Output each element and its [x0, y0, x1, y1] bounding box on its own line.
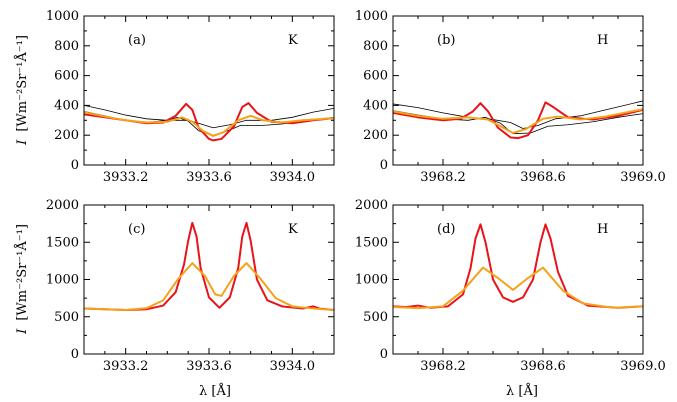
y-tick-label: 2000 — [355, 198, 388, 213]
series-group — [84, 102, 334, 142]
y-tick-label: 1000 — [355, 9, 388, 24]
panel-label: (d) — [437, 222, 455, 237]
panel-label: (c) — [128, 222, 145, 237]
ylabel-top-symbol: I — [15, 139, 30, 146]
series-line-orange — [393, 266, 643, 310]
y-tick-label: 200 — [363, 128, 388, 143]
y-tick-label: 1000 — [355, 273, 388, 288]
y-tick-label: 800 — [54, 39, 79, 54]
series-line-black — [393, 110, 643, 135]
panel-c: 3933.2 3933.6 3934.0 0 500 1000 1500 2000 (c) K — [46, 198, 335, 374]
spectral-line-label: H — [597, 222, 608, 237]
x-tick-label: 3933.6 — [186, 359, 232, 374]
panel-b: 3968.2 3968.6 3969.0 0 200 400 600 800 1000 (b) H — [355, 9, 666, 185]
x-tick-label: 3933.2 — [103, 170, 149, 185]
panel-a: 3933.2 3933.6 3934.0 0 200 400 600 800 1000 (a) K — [46, 9, 335, 185]
panel-label: (a) — [128, 33, 146, 48]
y-tick-label: 500 — [363, 310, 388, 325]
x-tick-label: 3934.0 — [270, 170, 316, 185]
y-tick-label: 0 — [71, 158, 79, 173]
x-tick-label: 3968.6 — [520, 359, 566, 374]
x-tick-label: 3968.6 — [520, 170, 566, 185]
x-tick-label: 3969.0 — [620, 170, 666, 185]
spectral-line-label: K — [288, 222, 298, 237]
spectral-line-label: K — [288, 33, 298, 48]
panel-label: (b) — [437, 33, 455, 48]
series-line-orange — [393, 108, 643, 134]
series-group — [393, 223, 643, 310]
spectral-line-label: H — [597, 33, 608, 48]
y-tick-label: 0 — [71, 347, 79, 362]
ylabel-bottom-unit: [Wm⁻²Sr⁻¹Å⁻¹] — [14, 224, 30, 321]
series-line-red — [84, 221, 334, 312]
x-tick-label: 3968.2 — [420, 359, 466, 374]
y-tick-label: 600 — [363, 69, 388, 84]
ylabel-top: I [Wm⁻²Sr⁻¹Å⁻¹] — [14, 35, 30, 146]
y-tick-label: 200 — [54, 128, 79, 143]
series-group — [393, 100, 643, 140]
x-tick-label: 3969.0 — [620, 359, 666, 374]
y-tick-label: 400 — [54, 98, 79, 113]
series-line-red — [393, 101, 643, 140]
x-tick-label: 3934.0 — [270, 359, 316, 374]
svg-text:I [Wm⁻²Sr⁻¹Å⁻¹]: I [Wm⁻²Sr⁻¹Å⁻¹] — [14, 35, 30, 146]
series-line-black — [84, 105, 334, 129]
x-tick-label: 3933.6 — [186, 170, 232, 185]
y-tick-label: 800 — [363, 39, 388, 54]
y-tick-label: 1500 — [46, 235, 79, 250]
y-tick-label: 0 — [380, 158, 388, 173]
y-tick-label: 400 — [363, 98, 388, 113]
y-tick-label: 1000 — [46, 273, 79, 288]
xlabel-left: λ [Å] — [199, 383, 231, 399]
series-line-orange — [84, 262, 334, 312]
svg-text:I [Wm⁻²Sr⁻¹Å⁻¹]: I [Wm⁻²Sr⁻¹Å⁻¹] — [14, 224, 30, 335]
series-group — [84, 221, 334, 312]
y-tick-label: 2000 — [46, 198, 79, 213]
y-tick-label: 1000 — [46, 9, 79, 24]
x-tick-label: 3968.2 — [420, 170, 466, 185]
xlabel-right: λ [Å] — [506, 383, 538, 399]
panel-d: 3968.2 3968.6 3969.0 0 500 1000 1500 2000 (d) H — [355, 198, 666, 374]
series-line-black — [393, 100, 643, 129]
y-tick-label: 1500 — [355, 235, 388, 250]
ylabel-bottom-symbol: I — [15, 328, 30, 335]
ylabel-top-unit: [Wm⁻²Sr⁻¹Å⁻¹] — [14, 35, 30, 132]
series-line-orange — [84, 111, 334, 137]
ylabel-bottom: I [Wm⁻²Sr⁻¹Å⁻¹] — [14, 224, 30, 335]
y-tick-label: 500 — [54, 310, 79, 325]
y-tick-label: 600 — [54, 69, 79, 84]
x-tick-label: 3933.2 — [103, 359, 149, 374]
y-tick-label: 0 — [380, 347, 388, 362]
